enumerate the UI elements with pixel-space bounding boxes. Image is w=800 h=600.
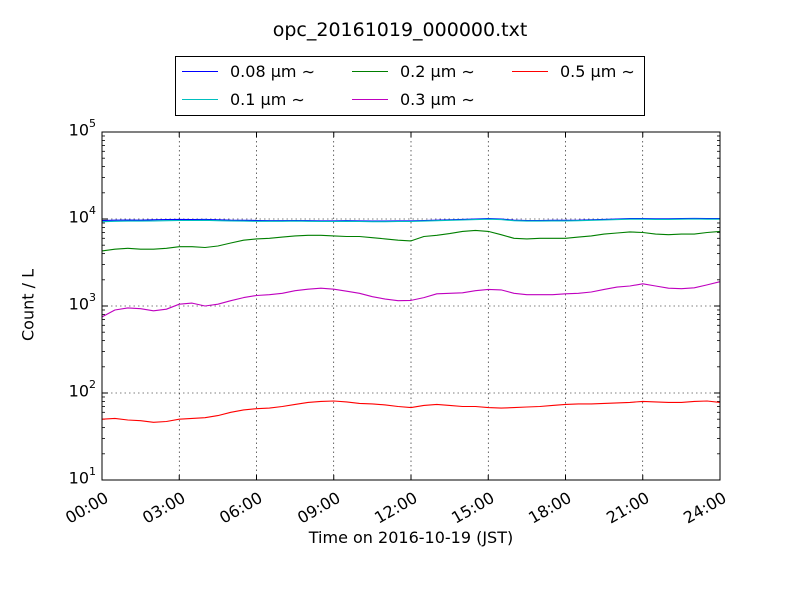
legend-item-1: 0.1 μm ∼ xyxy=(182,89,305,109)
legend-item-3: 0.3 μm ∼ xyxy=(352,89,475,109)
legend-label-2: 0.2 μm ∼ xyxy=(400,61,475,81)
series-line-2 xyxy=(101,229,721,252)
legend-swatch-4 xyxy=(512,70,548,72)
legend-label-4: 0.5 μm ∼ xyxy=(560,61,635,81)
legend-swatch-3 xyxy=(352,98,388,100)
x-axis-label: Time on 2016-10-19 (JST) xyxy=(308,528,514,547)
series-line-0 xyxy=(101,217,720,222)
legend-swatch-2 xyxy=(352,70,388,72)
plot-frame xyxy=(101,131,721,481)
series-line-3 xyxy=(101,281,721,318)
y-tick-label: 101 xyxy=(68,465,96,488)
series-line-1 xyxy=(101,218,720,223)
legend-label-3: 0.3 μm ∼ xyxy=(400,89,475,109)
y-tick-label: 103 xyxy=(68,291,96,314)
legend-label-1: 0.1 μm ∼ xyxy=(230,89,305,109)
chart-title: opc_20161019_000000.txt xyxy=(272,19,528,41)
y-axis-label: Count / L xyxy=(18,269,38,341)
y-tick-label: 105 xyxy=(68,117,96,140)
y-tick-label: 104 xyxy=(68,204,96,227)
legend-swatch-1 xyxy=(182,98,218,100)
y-tick-label: 102 xyxy=(68,378,96,401)
series-line-4 xyxy=(101,400,721,423)
legend-item-4: 0.5 μm ∼ xyxy=(512,61,635,81)
legend: 0.08 μm ∼ 0.1 μm ∼ 0.2 μm ∼ 0.3 μm ∼ 0.5… xyxy=(175,56,645,116)
legend-item-0: 0.08 μm ∼ xyxy=(182,61,315,81)
legend-item-2: 0.2 μm ∼ xyxy=(352,61,475,81)
legend-swatch-0 xyxy=(182,70,218,72)
legend-label-0: 0.08 μm ∼ xyxy=(230,61,315,81)
